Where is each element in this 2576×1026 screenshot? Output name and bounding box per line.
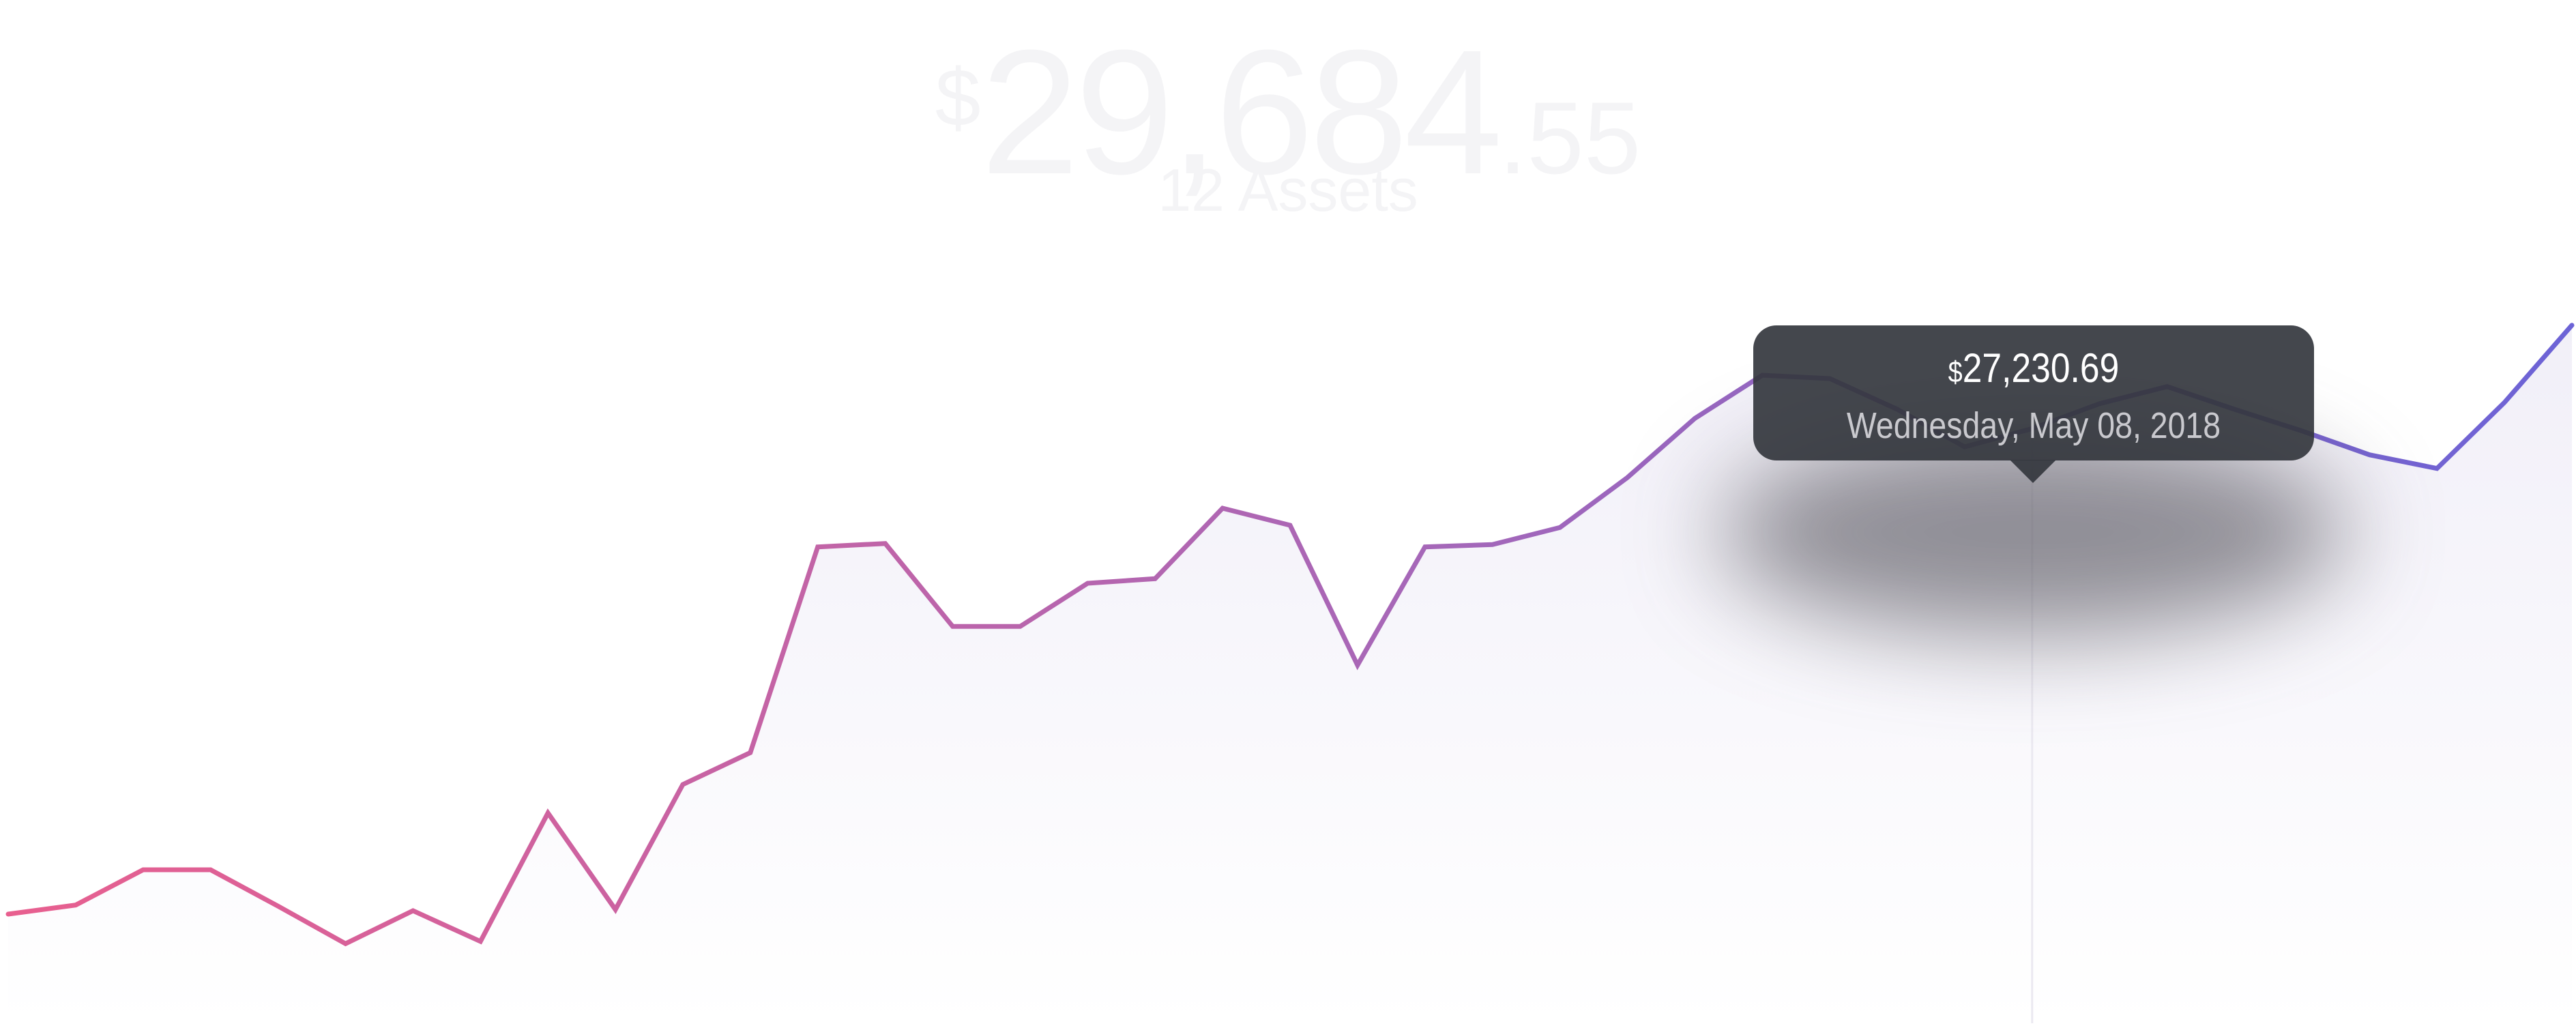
data-point xyxy=(2367,452,2372,458)
data-point xyxy=(1085,581,1090,586)
data-point xyxy=(343,941,349,946)
data-point xyxy=(950,624,956,629)
data-point xyxy=(5,911,11,917)
data-point xyxy=(276,903,281,909)
data-point xyxy=(1152,576,1158,581)
assets-count: 12 Assets xyxy=(1158,156,1418,224)
data-point xyxy=(1422,544,1428,550)
portfolio-balance: $29,684.55 xyxy=(0,0,2576,225)
data-point xyxy=(1557,525,1563,530)
data-point xyxy=(883,541,888,546)
data-point xyxy=(748,750,753,755)
data-point xyxy=(410,908,415,913)
data-point xyxy=(815,544,821,550)
data-point xyxy=(613,907,618,912)
tooltip-currency-symbol: $ xyxy=(1948,355,1963,389)
data-point xyxy=(2502,400,2507,405)
data-point xyxy=(478,939,483,944)
data-point xyxy=(73,903,78,908)
data-point xyxy=(1287,523,1293,528)
data-point xyxy=(545,810,551,816)
data-point xyxy=(680,782,686,787)
data-point xyxy=(1490,542,1495,547)
data-point xyxy=(1017,624,1023,629)
tooltip-pointer xyxy=(2010,460,2056,483)
hover-tooltip: $27,230.69 Wednesday, May 08, 2018 xyxy=(1753,325,2314,460)
tooltip-value: $27,230.69 xyxy=(1793,343,2275,398)
data-point xyxy=(1625,475,1630,480)
balance-decimal: .55 xyxy=(1498,80,1641,195)
balance-currency-symbol: $ xyxy=(935,52,981,143)
data-point xyxy=(2434,466,2440,471)
data-point xyxy=(1220,505,1225,511)
data-point xyxy=(2569,323,2575,328)
data-point xyxy=(1355,662,1360,668)
data-point xyxy=(1692,415,1697,421)
data-point xyxy=(141,867,146,873)
data-point xyxy=(208,867,214,873)
tooltip-amount: 27,230.69 xyxy=(1962,345,2120,391)
balance-integer: 29,684 xyxy=(980,14,1502,211)
tooltip-date: Wednesday, May 08, 2018 xyxy=(1846,405,2221,446)
